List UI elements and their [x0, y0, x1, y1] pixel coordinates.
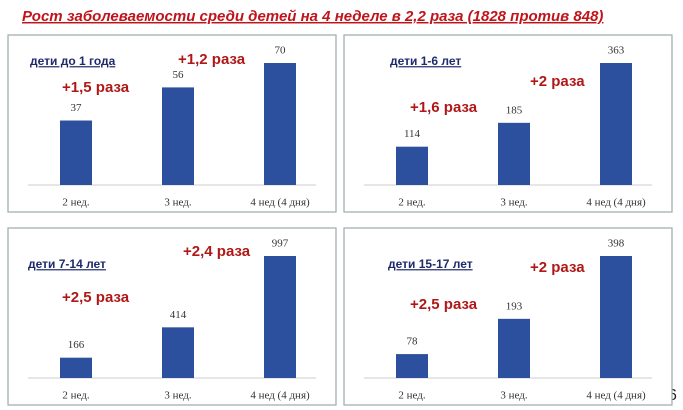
annotation: +2 раза	[530, 259, 585, 276]
chart-panel: дети 7-14 лет +2,4 раза +2,5 раза 166 2 нед.…	[7, 227, 337, 406]
annotation: +1,6 раза	[410, 99, 478, 116]
bar	[600, 63, 632, 185]
value-label: 997	[272, 238, 289, 250]
x-tick-label: 2 нед.	[398, 390, 425, 402]
x-tick-label: 3 нед.	[164, 197, 191, 209]
value-label: 56	[173, 69, 185, 81]
value-label: 166	[68, 339, 85, 351]
x-tick-label: 3 нед.	[500, 197, 527, 209]
annotation: +1,2 раза	[178, 51, 246, 68]
bar	[396, 146, 428, 185]
chart-title: дети 7-14 лет	[28, 257, 106, 271]
chart-title: дети 15-17 лет	[388, 257, 473, 271]
bar	[600, 256, 632, 378]
page-title: Рост заболеваемости среди детей на 4 нед…	[22, 8, 603, 25]
annotation: +1,5 раза	[62, 79, 130, 96]
chart-title: дети 1-6 лет	[390, 54, 461, 68]
annotation: +2,4 раза	[183, 243, 251, 260]
annotation: +2,5 раза	[62, 289, 130, 306]
value-label: 185	[506, 104, 523, 116]
x-tick-label: 2 нед.	[62, 390, 89, 402]
x-tick-label: 2 нед.	[62, 197, 89, 209]
value-label: 70	[275, 45, 287, 57]
value-label: 114	[404, 128, 421, 140]
chart-panel: дети до 1 года +1,2 раза +1,5 раза 37 2 нед.…	[7, 34, 337, 213]
x-tick-label: 2 нед.	[398, 197, 425, 209]
bar	[162, 87, 194, 185]
bar	[60, 357, 92, 378]
x-tick-label: 4 нед (4 дня)	[586, 197, 646, 209]
annotation: +2,5 раза	[410, 296, 478, 313]
bar	[162, 327, 194, 378]
value-label: 414	[170, 309, 187, 321]
value-label: 193	[506, 300, 523, 312]
bar	[396, 354, 428, 378]
annotation: +2 раза	[530, 73, 585, 90]
bar	[498, 122, 530, 185]
value-label: 37	[71, 102, 83, 114]
value-label: 398	[608, 238, 625, 250]
x-tick-label: 3 нед.	[500, 390, 527, 402]
bar	[264, 256, 296, 378]
x-tick-label: 4 нед (4 дня)	[586, 390, 646, 402]
x-tick-label: 4 нед (4 дня)	[250, 197, 310, 209]
chart-panel: дети 15-17 лет +2 раза +2,5 раза 78 2 нед. 19…	[343, 227, 673, 406]
value-label: 78	[407, 336, 419, 348]
x-tick-label: 4 нед (4 дня)	[250, 390, 310, 402]
bar	[498, 318, 530, 378]
chart-title: дети до 1 года	[30, 54, 116, 68]
x-tick-label: 3 нед.	[164, 390, 191, 402]
bar	[60, 120, 92, 185]
value-label: 363	[608, 45, 625, 57]
bar	[264, 63, 296, 185]
chart-panel: дети 1-6 лет +2 раза +1,6 раза 114 2 нед. 185…	[343, 34, 673, 213]
